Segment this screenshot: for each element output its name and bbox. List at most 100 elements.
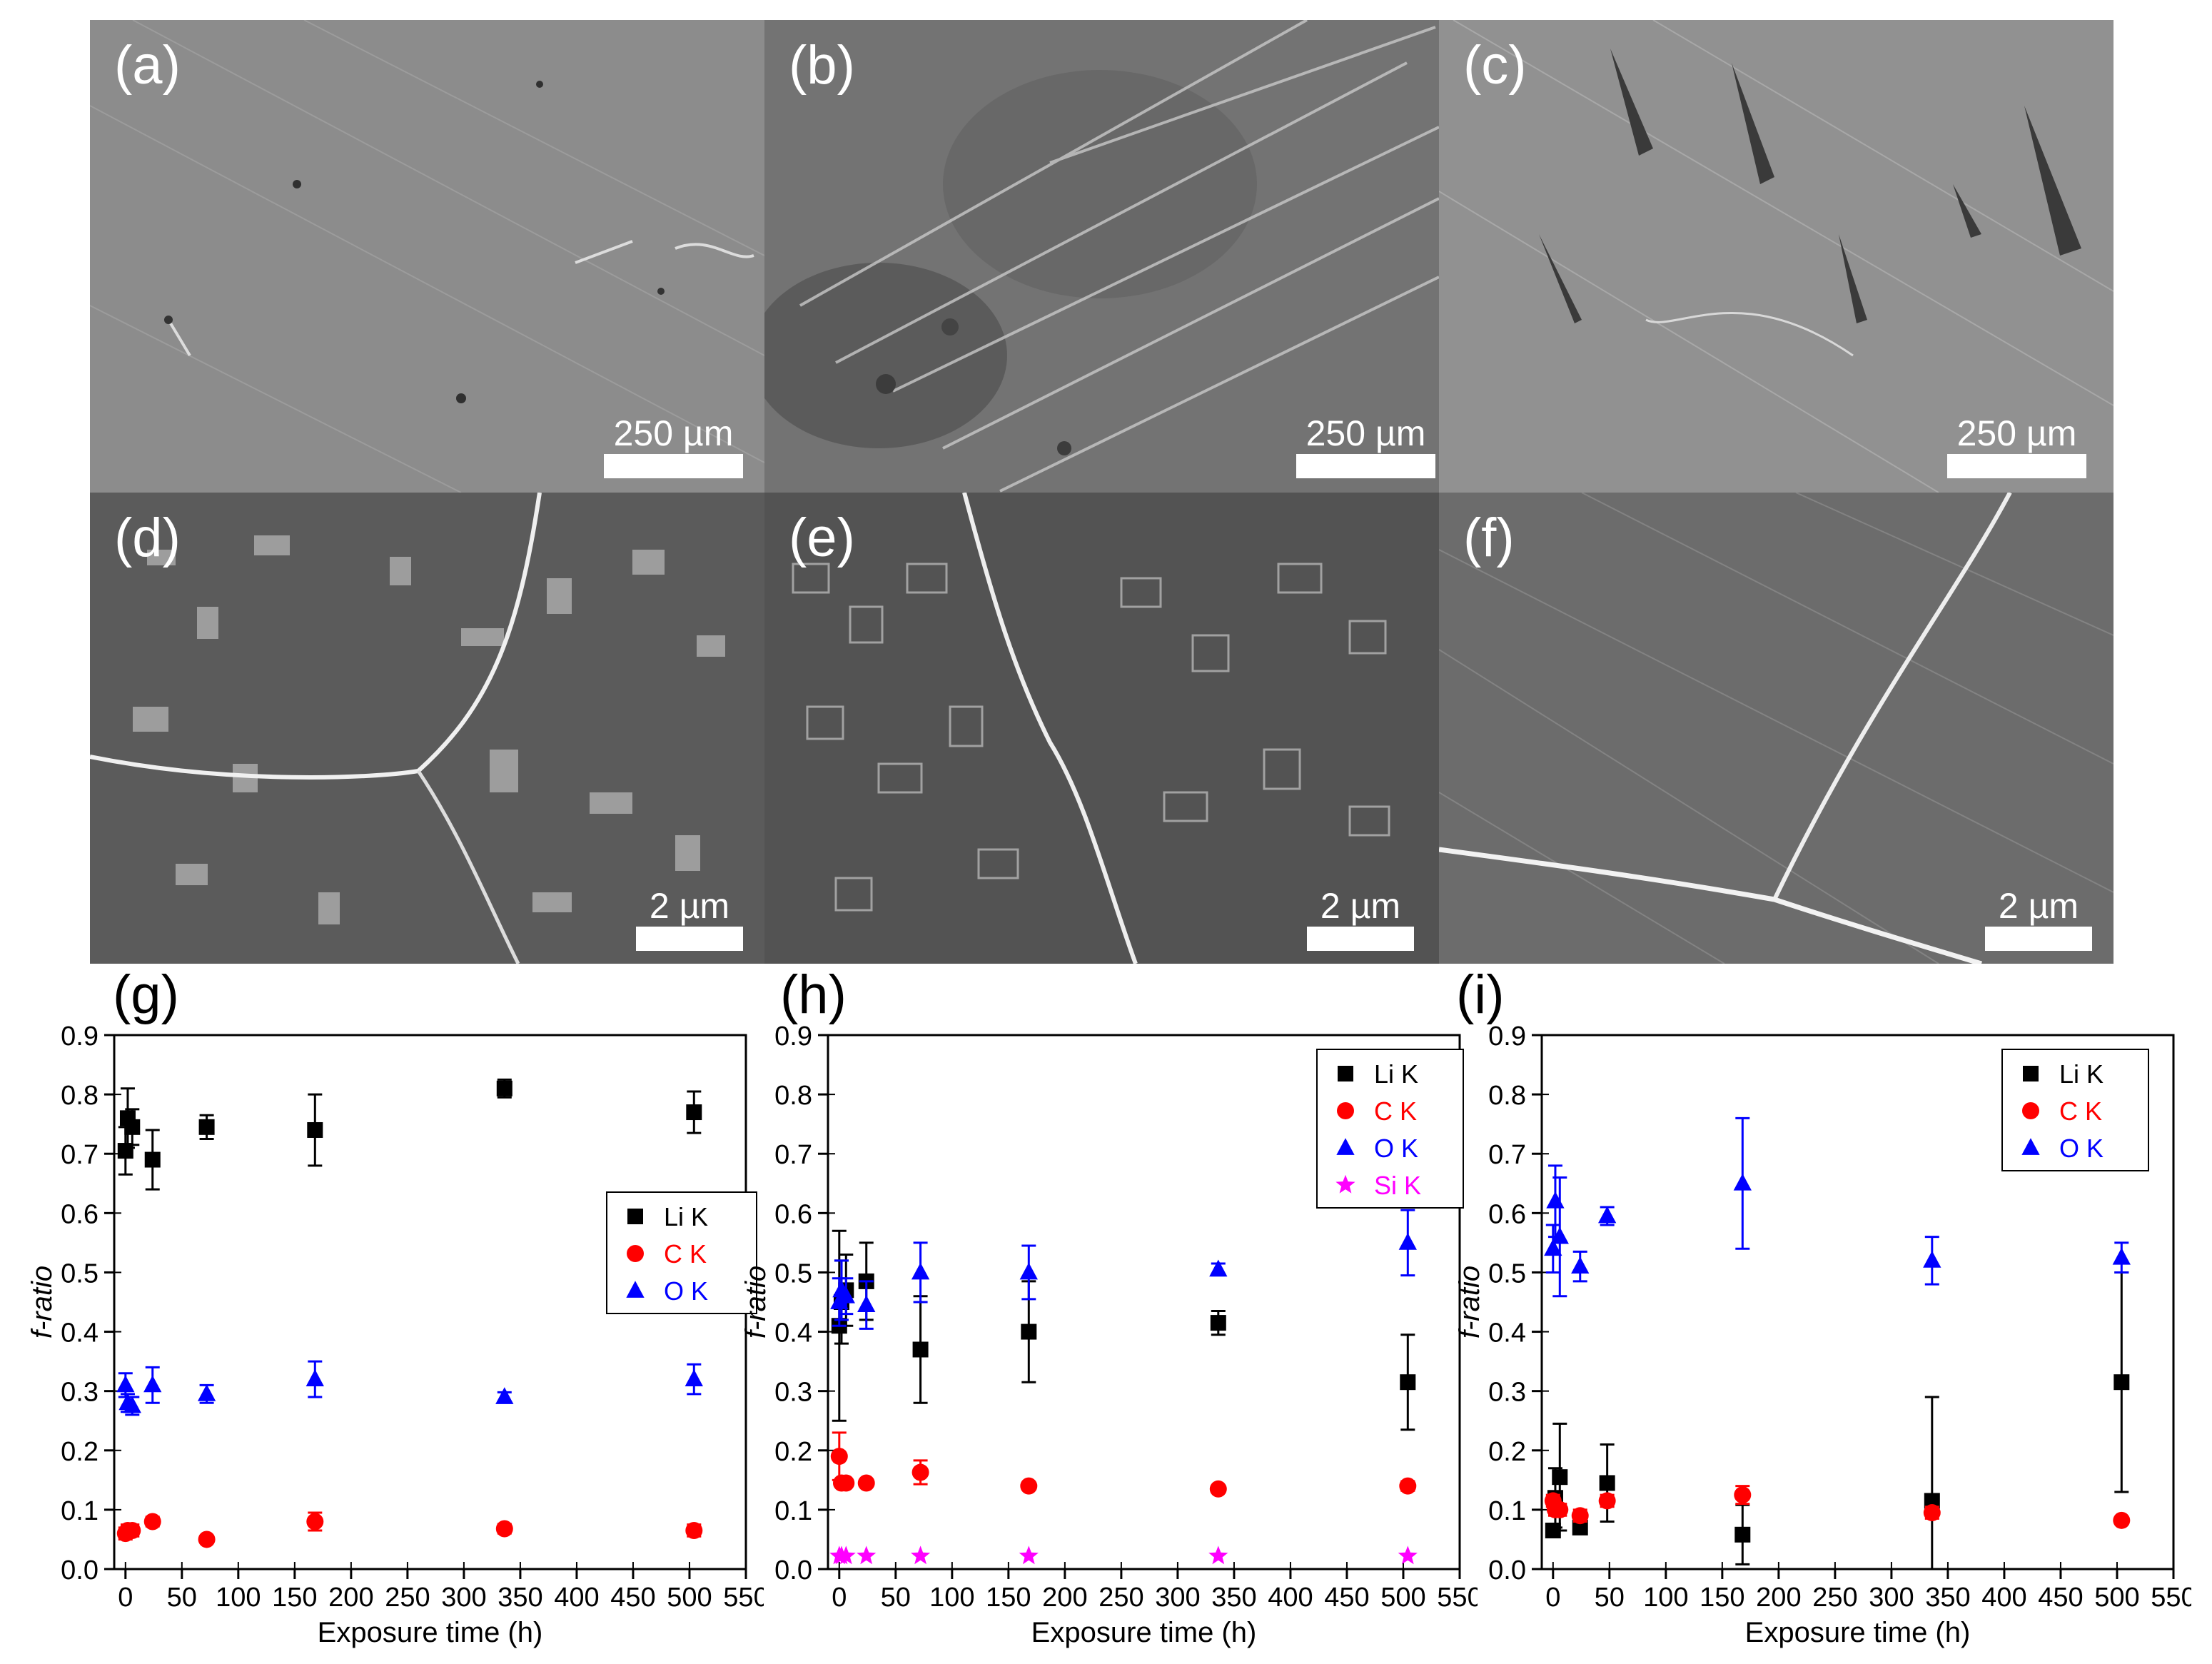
x-tick-label: 250 bbox=[1099, 1583, 1143, 1613]
plot-frame bbox=[827, 1034, 1461, 1570]
x-tick-label: 400 bbox=[1268, 1583, 1313, 1613]
data-point bbox=[1209, 1480, 1227, 1498]
legend-label: O K bbox=[1374, 1134, 1418, 1163]
data-point bbox=[1923, 1504, 1941, 1522]
panel-label-f: (f) bbox=[1463, 508, 1515, 568]
y-tick-label: 0.7 bbox=[1488, 1140, 1526, 1170]
data-point bbox=[305, 1369, 324, 1386]
scale-bar-c bbox=[1947, 454, 2086, 478]
legend-marker bbox=[2023, 1066, 2039, 1081]
data-point bbox=[198, 1119, 215, 1135]
data-point bbox=[2113, 1511, 2131, 1529]
chart-label-h: (h) bbox=[780, 964, 847, 1025]
chart-label-i: (i) bbox=[1456, 964, 1505, 1025]
chart-i: 0.0 0.1 0.2 0.3 0.4 0.5 0.6 0.7 0.8 0.9 0 50 100 150 2… bbox=[1456, 1022, 2191, 1648]
data-point bbox=[2113, 1374, 2130, 1391]
scale-text-b: 250 µm bbox=[1306, 413, 1426, 453]
data-point bbox=[1598, 1206, 1617, 1224]
micrograph-a-texture bbox=[90, 20, 764, 493]
legend-label: Li K bbox=[664, 1202, 708, 1231]
x-tick-label: 300 bbox=[1869, 1583, 1914, 1613]
y-axis-title: f-ratio bbox=[1456, 1266, 1485, 1338]
data-point bbox=[685, 1369, 703, 1386]
legend-marker bbox=[1336, 1138, 1355, 1155]
micrograph-e: (e) 2 µm bbox=[764, 493, 1439, 964]
y-tick-label: 0.5 bbox=[61, 1259, 99, 1289]
y-tick-label: 0.6 bbox=[61, 1199, 99, 1229]
x-tick-label: 550 bbox=[2151, 1583, 2191, 1613]
data-point bbox=[911, 1463, 929, 1481]
data-point bbox=[116, 1375, 135, 1393]
data-point bbox=[1208, 1545, 1228, 1565]
data-point bbox=[686, 1104, 702, 1121]
data-point bbox=[123, 1521, 141, 1539]
y-tick-label: 0.7 bbox=[61, 1140, 99, 1170]
x-tick-label: 250 bbox=[1812, 1583, 1857, 1613]
x-tick-label: 350 bbox=[1925, 1583, 1970, 1613]
y-tick-label: 0.2 bbox=[774, 1437, 812, 1467]
data-point bbox=[496, 1080, 512, 1096]
data-point bbox=[143, 1513, 161, 1531]
data-point bbox=[837, 1286, 855, 1304]
micrograph-d: (d) 2 µm bbox=[90, 493, 764, 964]
data-point bbox=[306, 1513, 324, 1531]
x-tick-label: 250 bbox=[385, 1583, 430, 1613]
data-point bbox=[1398, 1545, 1418, 1565]
x-tick-label: 0 bbox=[118, 1583, 133, 1613]
x-tick-label: 400 bbox=[1981, 1583, 2026, 1613]
data-point bbox=[2112, 1247, 2131, 1265]
micrograph-b: (b) 250 µm bbox=[764, 20, 1439, 493]
data-point bbox=[123, 1396, 141, 1413]
data-point bbox=[911, 1262, 930, 1280]
scale-text-d: 2 µm bbox=[649, 886, 730, 926]
x-tick-label: 500 bbox=[667, 1583, 712, 1613]
y-tick-label: 0.8 bbox=[61, 1081, 99, 1111]
micrograph-f: (f) 2 µm bbox=[1439, 493, 2113, 964]
data-point bbox=[143, 1375, 162, 1393]
legend-label: C K bbox=[664, 1239, 707, 1269]
x-tick-label: 450 bbox=[1324, 1583, 1369, 1613]
x-tick-label: 0 bbox=[1545, 1583, 1560, 1613]
data-point bbox=[1571, 1507, 1589, 1525]
x-tick-label: 150 bbox=[272, 1583, 317, 1613]
data-point bbox=[1599, 1475, 1615, 1491]
data-point bbox=[495, 1520, 513, 1538]
data-point bbox=[1733, 1174, 1752, 1191]
data-point bbox=[912, 1341, 929, 1358]
y-tick-label: 0.4 bbox=[61, 1318, 99, 1348]
data-point bbox=[857, 1295, 876, 1313]
y-tick-label: 0.9 bbox=[61, 1022, 99, 1052]
scale-bar-a bbox=[604, 454, 743, 478]
y-tick-label: 0.2 bbox=[1488, 1437, 1526, 1467]
data-point bbox=[1598, 1492, 1616, 1510]
micrograph-d-texture bbox=[90, 493, 764, 964]
scale-text-a: 250 µm bbox=[613, 413, 734, 453]
x-tick-label: 350 bbox=[498, 1583, 542, 1613]
x-axis-title: Exposure time (h) bbox=[1031, 1617, 1257, 1648]
x-tick-label: 100 bbox=[216, 1583, 261, 1613]
data-point bbox=[837, 1474, 855, 1492]
panel-label-c: (c) bbox=[1463, 35, 1527, 96]
micrograph-e-texture bbox=[764, 493, 1439, 964]
y-tick-label: 0.0 bbox=[774, 1555, 812, 1585]
legend-label: Li K bbox=[1374, 1059, 1418, 1089]
y-tick-label: 0.5 bbox=[774, 1259, 812, 1289]
data-point bbox=[1571, 1256, 1590, 1274]
y-tick-label: 0.3 bbox=[1488, 1378, 1526, 1408]
y-tick-label: 0.0 bbox=[1488, 1555, 1526, 1585]
x-tick-label: 200 bbox=[1042, 1583, 1087, 1613]
data-point bbox=[1210, 1315, 1226, 1331]
legend-marker bbox=[627, 1209, 643, 1224]
x-tick-label: 50 bbox=[1595, 1583, 1625, 1613]
x-tick-label: 300 bbox=[441, 1583, 486, 1613]
scale-text-e: 2 µm bbox=[1320, 886, 1401, 926]
y-tick-label: 0.1 bbox=[774, 1496, 812, 1526]
panel-label-a: (a) bbox=[114, 35, 181, 96]
x-tick-label: 50 bbox=[167, 1583, 197, 1613]
data-point bbox=[1923, 1251, 1941, 1268]
legend-marker bbox=[1338, 1066, 1353, 1081]
scale-text-c: 250 µm bbox=[1956, 413, 2077, 453]
y-tick-label: 0.5 bbox=[1488, 1259, 1526, 1289]
data-point bbox=[1020, 1477, 1038, 1495]
y-axis-title: f-ratio bbox=[742, 1266, 772, 1338]
